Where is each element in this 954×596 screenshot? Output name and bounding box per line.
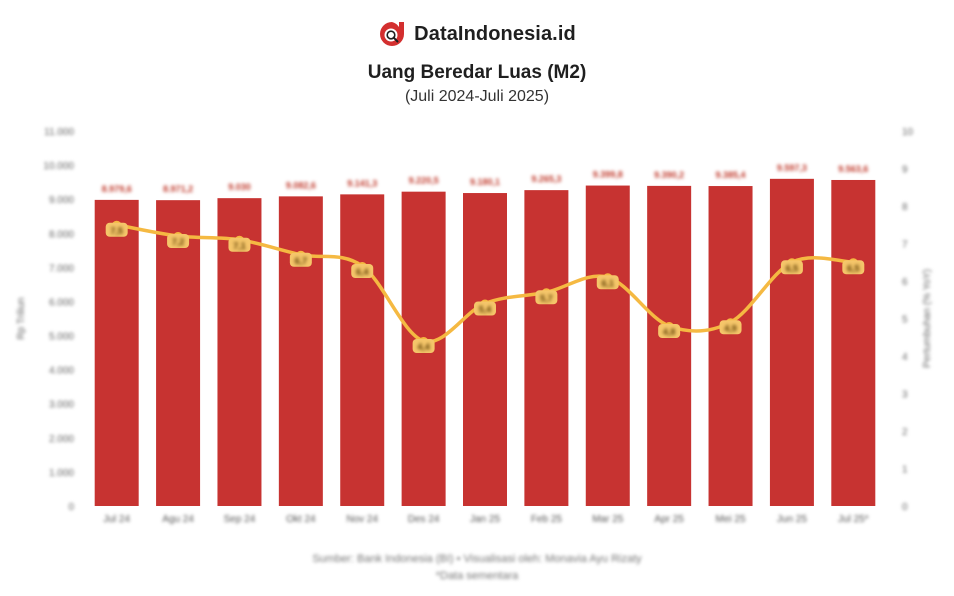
bar-data-label: 9.082,6 bbox=[286, 180, 316, 190]
growth-data-label: 5,7 bbox=[540, 293, 553, 303]
y-left-tick-label: 11.000 bbox=[44, 127, 74, 138]
bar-data-label: 9.385,4 bbox=[716, 170, 746, 180]
growth-data-label: 5,4 bbox=[479, 305, 492, 315]
dataindonesia-logo-icon bbox=[380, 22, 405, 46]
growth-label-box bbox=[842, 260, 865, 275]
bar bbox=[585, 185, 630, 506]
x-tick-label: Des 24 bbox=[408, 514, 440, 525]
y-left-tick-label: 3.000 bbox=[49, 400, 74, 411]
bar-data-label: 9.597,3 bbox=[777, 163, 807, 173]
y-left-axis-title: Rp Triliun bbox=[16, 297, 27, 339]
x-tick-label: Jan 25 bbox=[470, 514, 500, 525]
growth-label-box bbox=[719, 320, 742, 335]
x-tick-label: Jun 25 bbox=[777, 514, 807, 525]
footnote: *Data sementara bbox=[435, 570, 519, 582]
growth-data-label: 7,2 bbox=[172, 237, 185, 247]
y-right-tick-label: 1 bbox=[902, 465, 908, 476]
growth-label-box bbox=[596, 275, 619, 290]
x-tick-label: Okt 24 bbox=[286, 514, 316, 525]
y-right-tick-label: 8 bbox=[902, 202, 908, 213]
growth-label-box bbox=[228, 237, 251, 252]
y-right-tick-label: 10 bbox=[902, 127, 914, 138]
x-tick-label: Jul 24 bbox=[103, 514, 130, 525]
bar-data-label: 9.180,1 bbox=[470, 177, 500, 187]
y-right-tick-label: 3 bbox=[902, 390, 908, 401]
y-left-tick-label: 4.000 bbox=[49, 366, 74, 377]
growth-data-label: 7,1 bbox=[233, 241, 246, 251]
x-tick-label: Mar 25 bbox=[592, 514, 624, 525]
growth-label-box bbox=[412, 339, 435, 353]
bar bbox=[769, 178, 814, 506]
brand-name: DataIndonesia.id bbox=[414, 22, 576, 45]
bar-data-label: 9.390,2 bbox=[654, 170, 684, 180]
chart-title: Uang Beredar Luas (M2) bbox=[367, 62, 587, 83]
growth-data-label: 6,4 bbox=[356, 267, 369, 277]
growth-data-label: 6,1 bbox=[602, 278, 615, 288]
y-right-tick-label: 7 bbox=[902, 240, 908, 251]
growth-data-label: 6,5 bbox=[786, 263, 799, 273]
growth-label-box bbox=[780, 260, 803, 275]
growth-label-box bbox=[535, 290, 558, 305]
bar bbox=[94, 199, 139, 507]
bar-data-label: 9.399,8 bbox=[593, 170, 623, 180]
y-left-tick-label: 9.000 bbox=[49, 195, 74, 206]
bar-data-label: 8.971,2 bbox=[163, 184, 193, 194]
bar bbox=[463, 193, 507, 506]
growth-label-box bbox=[658, 324, 681, 338]
y-left-tick-label: 5.000 bbox=[49, 332, 74, 343]
y-right-tick-label: 6 bbox=[902, 277, 908, 288]
bar-data-label: 9.141,3 bbox=[347, 178, 377, 188]
x-tick-label: Nov 24 bbox=[346, 514, 378, 525]
growth-data-label: 4,8 bbox=[663, 327, 676, 337]
x-tick-label: Mei 25 bbox=[716, 514, 746, 525]
y-right-tick-label: 0 bbox=[902, 502, 908, 513]
bar bbox=[831, 179, 876, 506]
growth-data-label: 7,5 bbox=[110, 226, 123, 236]
x-tick-label: Feb 25 bbox=[531, 514, 563, 525]
growth-data-label: 4,4 bbox=[417, 342, 430, 352]
y-left-tick-label: 8.000 bbox=[49, 229, 74, 240]
y-right-tick-label: 2 bbox=[902, 427, 908, 438]
y-right-tick-label: 5 bbox=[902, 315, 908, 326]
y-left-tick-label: 10.000 bbox=[43, 161, 74, 172]
bar-data-label: 9.220,5 bbox=[409, 176, 439, 186]
bar-data-label: 9.265,3 bbox=[531, 174, 561, 184]
y-right-axis-title: Pertumbuhan (% YoY) bbox=[922, 269, 933, 368]
growth-data-label: 6,7 bbox=[295, 256, 308, 266]
bar bbox=[156, 200, 201, 506]
growth-label-box bbox=[289, 252, 312, 267]
y-left-tick-label: 7.000 bbox=[49, 263, 74, 274]
chart-subtitle: (Juli 2024-Juli 2025) bbox=[404, 88, 550, 105]
y-left-tick-label: 0 bbox=[68, 502, 74, 513]
bar bbox=[278, 196, 323, 506]
growth-label-box bbox=[351, 264, 374, 278]
y-right-tick-label: 4 bbox=[902, 352, 908, 363]
x-tick-label: Sep 24 bbox=[224, 514, 256, 525]
bar bbox=[647, 185, 692, 506]
y-right-tick-label: 9 bbox=[902, 165, 908, 176]
growth-label-box bbox=[474, 301, 496, 316]
brand-header: DataIndonesia.id bbox=[0, 20, 954, 48]
bar-data-label: 8.979,6 bbox=[102, 184, 132, 194]
bar-data-label: 9.563,6 bbox=[838, 164, 868, 174]
growth-label-box bbox=[167, 234, 190, 248]
y-left-tick-label: 1.000 bbox=[49, 468, 74, 479]
growth-data-label: 4,9 bbox=[724, 323, 737, 333]
bar bbox=[340, 194, 385, 506]
bar-data-label: 9.030 bbox=[228, 182, 251, 192]
x-tick-label: Jul 25* bbox=[838, 514, 869, 525]
y-left-tick-label: 6.000 bbox=[49, 297, 74, 308]
x-tick-label: Agu 24 bbox=[162, 514, 194, 525]
source-note: Sumber: Bank Indonesia (BI) • Visualisas… bbox=[312, 553, 642, 565]
growth-data-label: 6,5 bbox=[847, 263, 860, 273]
y-left-tick-label: 2.000 bbox=[49, 434, 74, 445]
bar bbox=[708, 186, 753, 506]
x-tick-label: Apr 25 bbox=[654, 514, 684, 525]
bar bbox=[524, 190, 569, 506]
growth-label-box bbox=[105, 222, 128, 237]
